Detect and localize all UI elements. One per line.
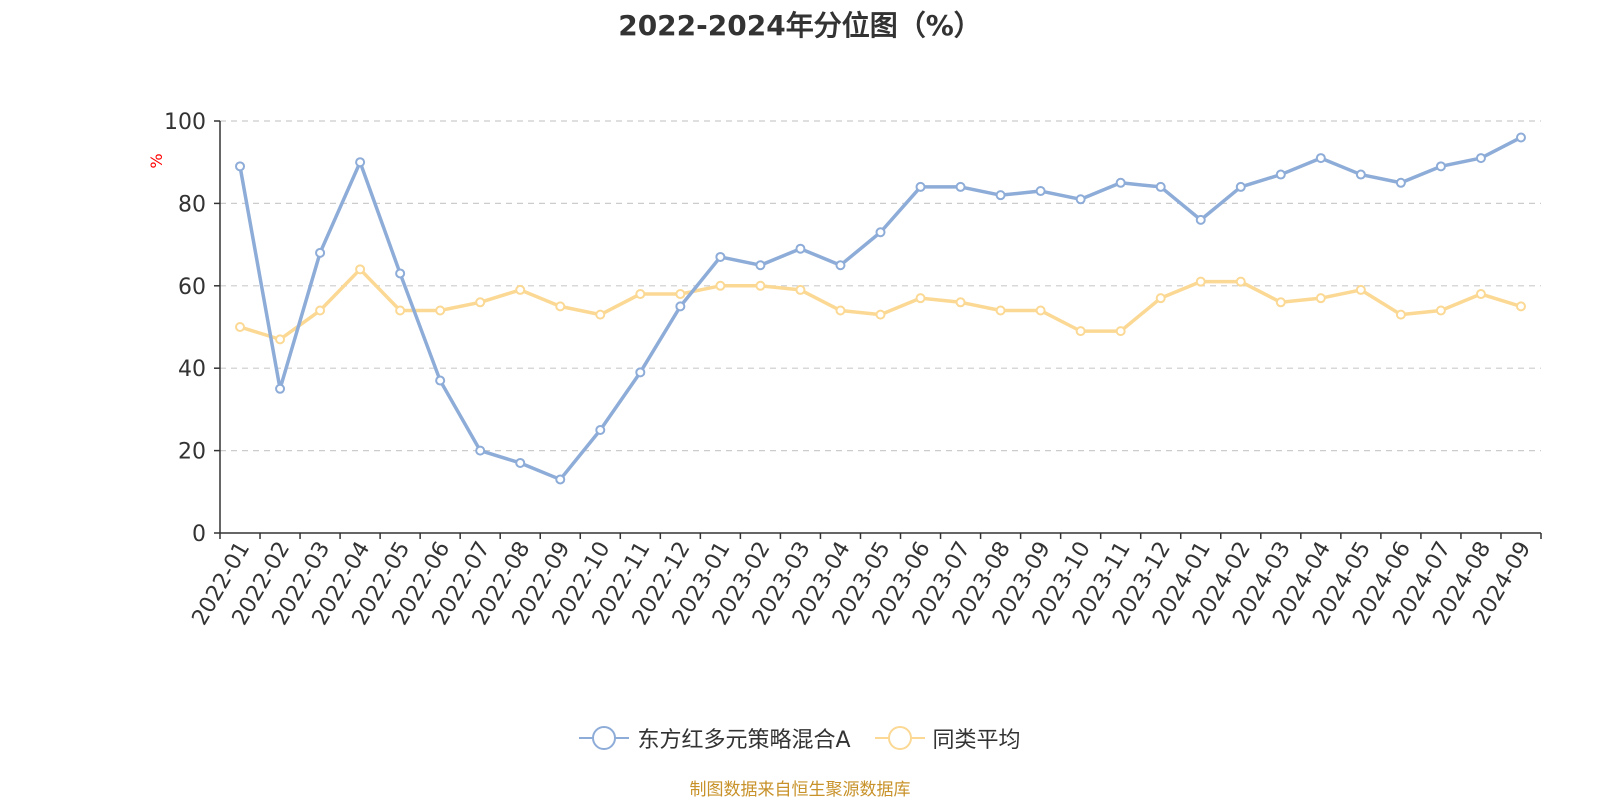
legend-item-series-b[interactable]: 同类平均 (874, 722, 1021, 754)
data-point-a (555, 474, 566, 485)
data-point-b (1315, 293, 1326, 304)
legend: 东方红多元策略混合A 同类平均 (0, 722, 1600, 754)
y-axis-label: % (147, 153, 166, 168)
y-tick-label: 40 (178, 357, 206, 382)
data-point-a (1235, 181, 1246, 192)
source-note: 制图数据来自恒生聚源数据库 (689, 780, 911, 800)
data-point-b (1155, 293, 1166, 304)
data-point-a (1355, 169, 1366, 180)
data-point-a (275, 383, 286, 394)
data-point-a (1275, 169, 1286, 180)
y-tick-label: 60 (178, 275, 206, 300)
data-point-b (715, 280, 726, 291)
legend-label-series-b: 同类平均 (932, 728, 1021, 753)
data-point-a (715, 251, 726, 262)
chart-title: 2022-2024年分位图（%） (618, 9, 982, 42)
data-point-b (675, 289, 686, 300)
data-point-b (835, 305, 846, 316)
data-point-b (755, 280, 766, 291)
data-point-b (595, 309, 606, 320)
data-point-a (835, 260, 846, 271)
data-point-a (1475, 153, 1486, 164)
data-point-a (435, 375, 446, 386)
data-point-b (395, 305, 406, 316)
data-point-b (795, 284, 806, 295)
series-line-a (238, 135, 1522, 482)
data-point-b (515, 284, 526, 295)
data-point-a (1195, 214, 1206, 225)
data-point-a (1075, 194, 1086, 205)
data-point-b (475, 297, 486, 308)
data-point-a (875, 227, 886, 238)
legend-item-series-a[interactable]: 东方红多元策略混合A (579, 722, 851, 754)
data-point-a (1155, 181, 1166, 192)
data-point-b (1275, 297, 1286, 308)
data-point-a (235, 161, 246, 172)
data-point-a (675, 301, 686, 312)
y-tick-label: 100 (164, 110, 206, 135)
data-point-a (795, 243, 806, 254)
data-point-b (1395, 309, 1406, 320)
data-point-a (635, 367, 646, 378)
data-point-b (1475, 289, 1486, 300)
data-point-b (1115, 326, 1126, 337)
data-point-b (435, 305, 446, 316)
data-point-b (1355, 284, 1366, 295)
series-line-b (239, 267, 1522, 342)
data-point-b (355, 264, 366, 275)
data-point-b (875, 309, 886, 320)
data-point-b (1035, 305, 1046, 316)
data-point-a (955, 181, 966, 192)
data-point-a (595, 425, 606, 435)
data-point-b (1075, 326, 1086, 337)
data-point-b (315, 305, 326, 316)
data-point-a (1395, 177, 1406, 188)
data-point-b (635, 289, 646, 300)
data-point-a (1515, 132, 1526, 143)
data-point-b (235, 322, 246, 332)
data-point-b (1195, 276, 1206, 287)
data-point-a (395, 268, 406, 279)
data-point-b (915, 293, 926, 304)
data-point-a (915, 181, 926, 192)
legend-label-series-a: 东方红多元策略混合A (637, 728, 851, 753)
data-point-b (275, 334, 286, 345)
data-point-b (1435, 305, 1446, 316)
data-point-a (1435, 161, 1446, 172)
data-point-b (1515, 301, 1526, 312)
data-point-a (315, 247, 326, 258)
data-point-a (475, 445, 486, 456)
data-point-b (1235, 276, 1246, 287)
legend-swatch-series-a (579, 725, 630, 751)
data-point-b (955, 297, 966, 308)
data-point-a (515, 457, 526, 468)
y-tick-label: 20 (178, 440, 206, 465)
data-point-b (555, 301, 566, 312)
data-point-a (1115, 177, 1126, 188)
y-tick-label: 80 (178, 192, 206, 217)
data-point-b (995, 305, 1006, 316)
legend-swatch-series-b (874, 725, 925, 751)
data-point-a (995, 190, 1006, 201)
data-point-a (1315, 153, 1326, 164)
y-tick-label: 0 (192, 522, 206, 547)
data-point-a (355, 157, 366, 168)
data-point-a (755, 260, 766, 271)
data-point-a (1035, 186, 1046, 197)
